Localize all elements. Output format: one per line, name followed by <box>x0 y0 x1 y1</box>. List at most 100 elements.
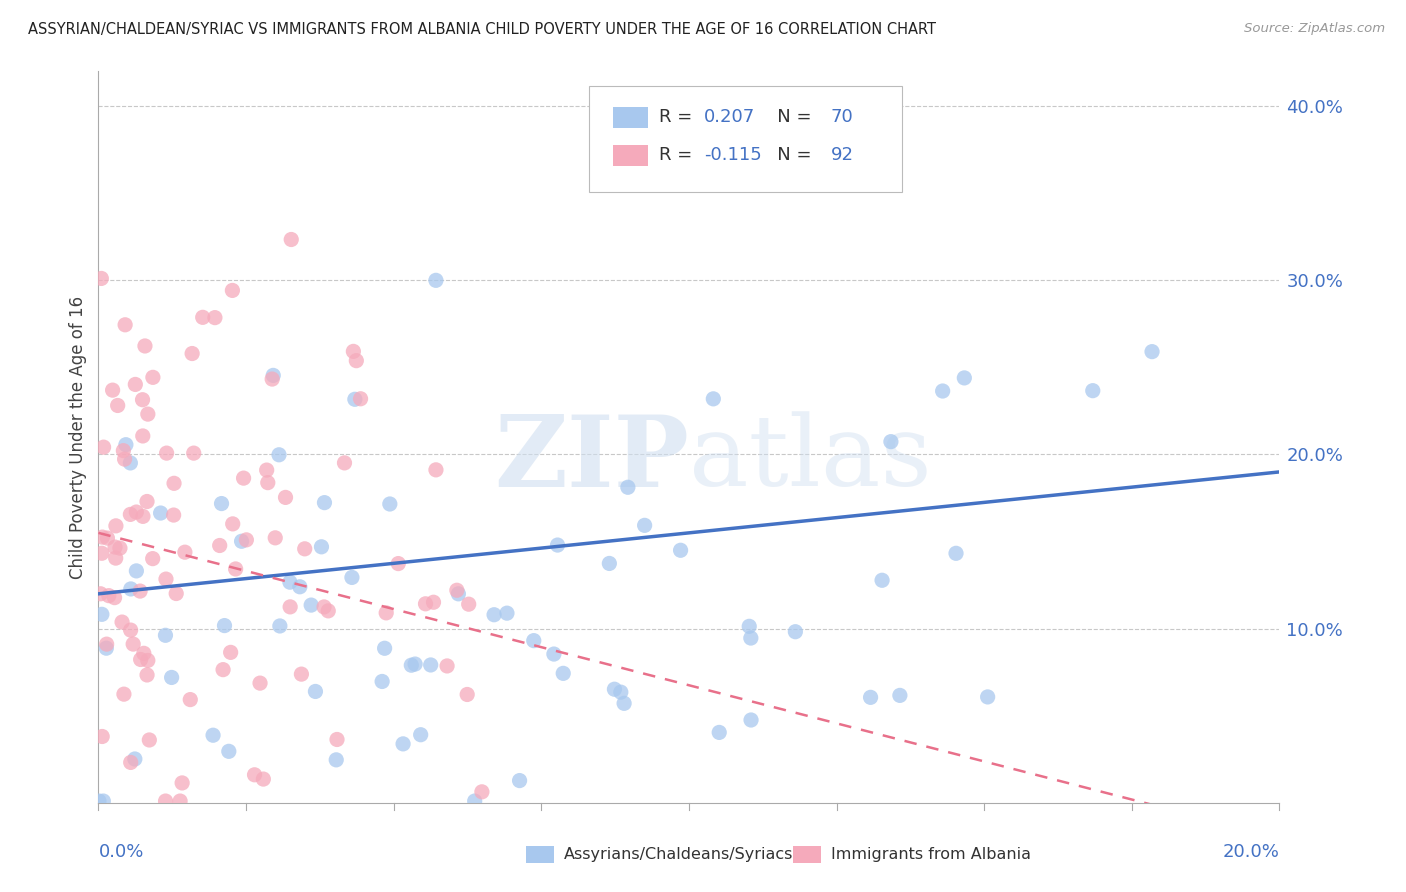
Text: -0.115: -0.115 <box>704 146 762 164</box>
Text: ASSYRIAN/CHALDEAN/SYRIAC VS IMMIGRANTS FROM ALBANIA CHILD POVERTY UNDER THE AGE : ASSYRIAN/CHALDEAN/SYRIAC VS IMMIGRANTS F… <box>28 22 936 37</box>
Point <box>235 533 257 547</box>
Point <box>446 583 468 598</box>
Text: N =: N = <box>759 146 817 164</box>
Point <box>333 456 356 470</box>
Point <box>124 377 146 392</box>
Point <box>183 446 205 460</box>
Point <box>278 599 301 614</box>
Point <box>314 495 336 509</box>
FancyBboxPatch shape <box>613 107 648 128</box>
Point <box>132 429 155 443</box>
Point <box>90 271 112 285</box>
Point <box>294 541 316 556</box>
Point <box>669 543 692 558</box>
Point <box>101 383 124 397</box>
Point <box>325 753 347 767</box>
Point <box>97 589 120 603</box>
Point <box>120 756 142 770</box>
Text: 92: 92 <box>831 146 853 164</box>
Point <box>278 575 301 590</box>
Point <box>104 551 127 566</box>
Point <box>96 641 118 656</box>
Point <box>87 794 110 808</box>
Point <box>132 509 155 524</box>
Point <box>464 794 486 808</box>
Point <box>96 531 118 545</box>
Point <box>93 440 115 454</box>
Text: R =: R = <box>659 146 699 164</box>
Point <box>280 232 302 246</box>
Point <box>112 687 135 701</box>
Point <box>931 384 953 398</box>
Point <box>264 531 287 545</box>
Point <box>598 557 620 571</box>
Point <box>471 785 494 799</box>
Point <box>702 392 724 406</box>
Point <box>212 663 235 677</box>
Point <box>103 591 125 605</box>
Point <box>267 448 290 462</box>
Text: Immigrants from Albania: Immigrants from Albania <box>831 847 1031 862</box>
Point <box>155 572 177 586</box>
Point <box>114 318 136 332</box>
Point <box>422 595 444 609</box>
Text: 0.207: 0.207 <box>704 109 755 127</box>
Text: atlas: atlas <box>689 411 932 507</box>
Point <box>136 668 159 682</box>
Point <box>160 670 183 684</box>
Point <box>191 310 214 325</box>
Point <box>311 540 333 554</box>
Point <box>107 399 129 413</box>
Point <box>90 546 112 560</box>
Point <box>112 443 135 458</box>
Point <box>371 674 394 689</box>
Point <box>129 652 152 666</box>
Text: N =: N = <box>759 109 817 127</box>
Point <box>547 538 569 552</box>
Point <box>219 645 242 659</box>
Point <box>108 541 131 555</box>
Point <box>91 530 114 544</box>
Point <box>155 794 177 808</box>
Point <box>374 641 396 656</box>
Point <box>316 604 339 618</box>
Point <box>256 475 278 490</box>
Point <box>340 570 363 584</box>
Point <box>129 584 152 599</box>
Point <box>378 497 401 511</box>
Point <box>115 438 138 452</box>
Point <box>131 392 153 407</box>
Point <box>232 471 254 485</box>
Point <box>633 518 655 533</box>
Point <box>436 659 458 673</box>
Point <box>603 682 626 697</box>
Point <box>349 392 371 406</box>
Point <box>96 637 118 651</box>
Point <box>173 545 195 559</box>
Point <box>1140 344 1163 359</box>
Point <box>221 284 243 298</box>
Point <box>785 624 807 639</box>
Point <box>155 628 177 642</box>
Point <box>222 516 245 531</box>
Point <box>243 768 266 782</box>
Text: R =: R = <box>659 109 699 127</box>
Point <box>976 690 998 704</box>
Text: 70: 70 <box>831 109 853 127</box>
Point <box>218 744 240 758</box>
Point <box>953 371 976 385</box>
Point <box>740 631 762 645</box>
Point <box>304 684 326 698</box>
Point <box>120 582 142 596</box>
Point <box>610 685 633 699</box>
Point <box>419 657 441 672</box>
Point <box>740 713 762 727</box>
Point <box>457 597 479 611</box>
Point <box>125 505 148 519</box>
Point <box>269 619 291 633</box>
Point <box>252 772 274 786</box>
Point <box>859 690 882 705</box>
Point <box>208 539 231 553</box>
Point <box>880 434 903 449</box>
Point <box>343 392 366 407</box>
